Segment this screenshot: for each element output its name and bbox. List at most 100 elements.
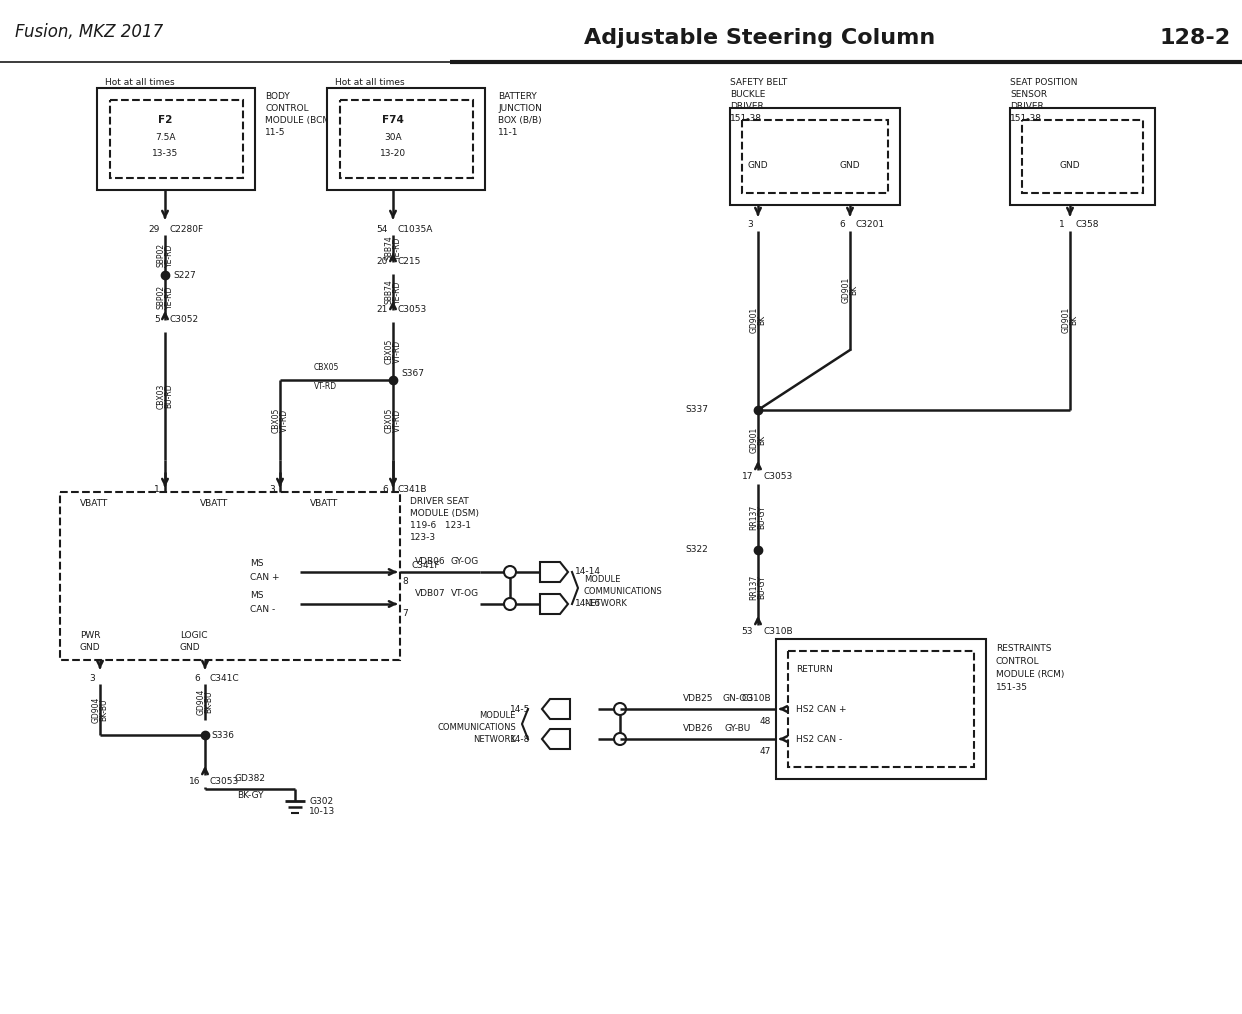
Text: RESTRAINTS: RESTRAINTS — [996, 644, 1052, 653]
Text: BODY: BODY — [265, 92, 289, 101]
Text: 151-38: 151-38 — [1010, 114, 1042, 123]
Polygon shape — [542, 699, 570, 719]
Text: VT-RD: VT-RD — [392, 340, 401, 363]
Text: C215: C215 — [397, 258, 421, 267]
Polygon shape — [540, 562, 568, 582]
Text: BU-RD: BU-RD — [164, 383, 174, 409]
Text: GND: GND — [79, 643, 101, 652]
Text: 14-16: 14-16 — [575, 599, 601, 608]
Text: 6: 6 — [194, 674, 200, 683]
Text: 47: 47 — [760, 747, 771, 756]
Text: GD904: GD904 — [196, 689, 205, 715]
Text: C310B: C310B — [763, 627, 792, 636]
Text: 1: 1 — [154, 486, 160, 495]
Text: Fusion, MKZ 2017: Fusion, MKZ 2017 — [15, 23, 163, 41]
Text: GY-OG: GY-OG — [451, 557, 479, 566]
Text: BK-BU: BK-BU — [205, 691, 214, 713]
Text: C341C: C341C — [210, 674, 240, 683]
Text: PWR: PWR — [79, 631, 101, 640]
Text: BK-BU: BK-BU — [99, 699, 108, 721]
Text: GND: GND — [1059, 160, 1081, 169]
Text: 11-5: 11-5 — [265, 128, 286, 137]
Polygon shape — [540, 594, 568, 614]
Text: GD904: GD904 — [92, 697, 101, 723]
Text: BK: BK — [758, 315, 766, 325]
Text: Hot at all times: Hot at all times — [106, 78, 175, 87]
Text: HS2 CAN +: HS2 CAN + — [796, 705, 847, 714]
Text: Hot at all times: Hot at all times — [335, 78, 405, 87]
Text: MODULE (DSM): MODULE (DSM) — [410, 509, 479, 518]
Text: 48: 48 — [760, 717, 771, 726]
Text: CBX05: CBX05 — [385, 339, 394, 364]
Bar — [60, 492, 400, 660]
Text: NETWORK: NETWORK — [584, 599, 627, 608]
Text: CONTROL: CONTROL — [265, 104, 308, 113]
Text: VBATT: VBATT — [310, 500, 338, 508]
Text: BU-GY: BU-GY — [758, 575, 766, 599]
Text: CBX05: CBX05 — [272, 408, 281, 433]
Text: S337: S337 — [686, 406, 708, 415]
Text: MODULE: MODULE — [479, 712, 515, 721]
Text: CAN -: CAN - — [250, 604, 276, 613]
Text: F74: F74 — [383, 115, 404, 125]
Text: SBP02: SBP02 — [156, 243, 165, 267]
Bar — [340, 100, 473, 178]
Text: C310B: C310B — [741, 694, 771, 703]
Text: MODULE (BCM): MODULE (BCM) — [265, 116, 334, 125]
Text: 14-8: 14-8 — [509, 734, 530, 743]
Text: 20: 20 — [376, 258, 388, 267]
Text: C3052: C3052 — [170, 315, 199, 324]
Text: VT-RD: VT-RD — [279, 409, 288, 432]
Text: YE-RD: YE-RD — [392, 236, 401, 260]
Bar — [111, 100, 243, 178]
Text: 119-6   123-1: 119-6 123-1 — [410, 521, 471, 530]
Text: 13-20: 13-20 — [380, 148, 406, 157]
Text: GND: GND — [180, 643, 201, 652]
Text: VT-OG: VT-OG — [451, 589, 479, 598]
Text: GY-BU: GY-BU — [725, 724, 751, 733]
Text: CAN +: CAN + — [250, 573, 279, 581]
Text: YE-RD: YE-RD — [164, 285, 174, 308]
Text: 123-3: 123-3 — [410, 533, 436, 542]
Text: C3201: C3201 — [854, 220, 884, 229]
Text: 151-38: 151-38 — [730, 114, 763, 123]
Bar — [327, 88, 484, 190]
Text: GN-OG: GN-OG — [723, 694, 754, 703]
Text: 53: 53 — [741, 627, 753, 636]
Text: 13-35: 13-35 — [152, 148, 178, 157]
Text: SBB74: SBB74 — [385, 235, 394, 261]
Text: 16: 16 — [189, 777, 200, 786]
Text: S322: S322 — [686, 546, 708, 555]
Text: C2280F: C2280F — [170, 225, 204, 234]
Text: BATTERY: BATTERY — [498, 92, 537, 101]
Text: F2: F2 — [158, 115, 173, 125]
Text: COMMUNICATIONS: COMMUNICATIONS — [584, 587, 663, 596]
Text: C358: C358 — [1076, 220, 1098, 229]
Text: CBX05: CBX05 — [385, 408, 394, 433]
Text: YE-RD: YE-RD — [392, 280, 401, 303]
Text: VBATT: VBATT — [79, 500, 108, 508]
Text: C3053: C3053 — [397, 305, 427, 314]
Text: COMMUNICATIONS: COMMUNICATIONS — [437, 724, 515, 732]
Text: S227: S227 — [173, 271, 196, 280]
Text: GD901: GD901 — [842, 277, 851, 303]
Text: VDB25: VDB25 — [683, 694, 713, 703]
Bar — [776, 639, 986, 779]
Text: CBX03: CBX03 — [156, 383, 165, 409]
Text: 30A: 30A — [384, 134, 402, 143]
Text: CBX05: CBX05 — [313, 363, 339, 372]
Text: BU-GY: BU-GY — [758, 505, 766, 529]
Text: GD901: GD901 — [749, 307, 759, 334]
Text: MS: MS — [250, 591, 263, 600]
Text: C341F: C341F — [412, 562, 441, 571]
Text: C3053: C3053 — [763, 472, 792, 481]
Bar — [1010, 108, 1155, 205]
Bar — [787, 651, 974, 767]
Text: 7.5A: 7.5A — [155, 134, 175, 143]
Text: LOGIC: LOGIC — [180, 631, 207, 640]
Bar — [741, 120, 888, 193]
Text: VDB07: VDB07 — [415, 589, 446, 598]
Text: BK: BK — [1069, 315, 1078, 325]
Text: 54: 54 — [376, 225, 388, 234]
Text: SEAT POSITION: SEAT POSITION — [1010, 78, 1078, 87]
